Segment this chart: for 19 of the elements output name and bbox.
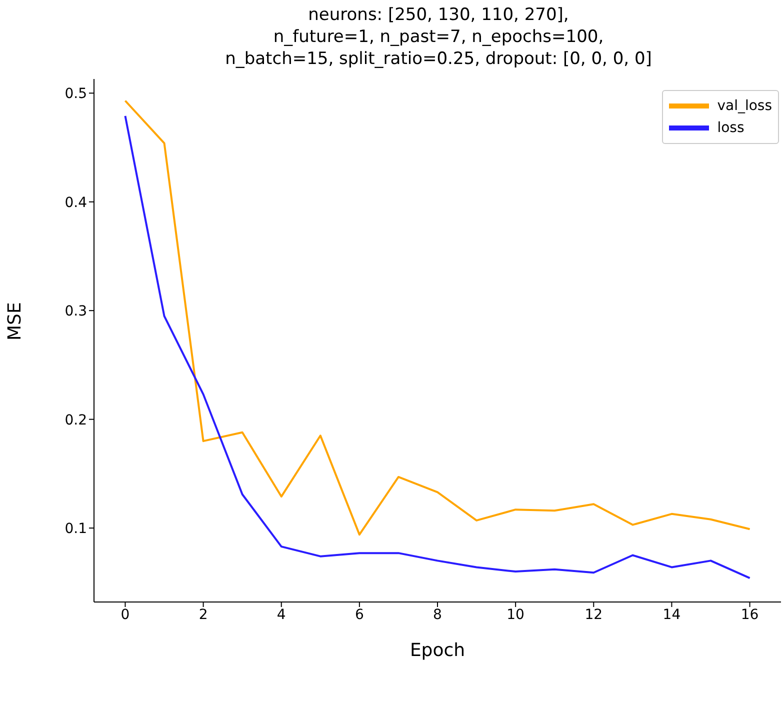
y-tick-label: 0.3	[64, 304, 87, 320]
x-tick-label: 16	[740, 606, 759, 623]
y-axis-title: MSE	[4, 302, 26, 340]
y-tick-label: 0.1	[64, 521, 87, 538]
x-axis-title: Epoch	[410, 640, 466, 661]
x-tick-label: 0	[120, 606, 130, 623]
legend-label: val_loss	[717, 98, 772, 114]
y-tick-label: 0.5	[64, 86, 87, 102]
x-tick-label: 4	[276, 606, 286, 623]
x-tick-label: 10	[506, 606, 524, 623]
x-tick-label: 8	[433, 606, 442, 623]
x-tick-label: 6	[354, 606, 364, 623]
x-tick-label: 14	[662, 606, 681, 623]
y-tick-label: 0.4	[64, 194, 88, 211]
x-tick-label: 2	[198, 606, 208, 623]
x-tick-label: 12	[584, 606, 603, 623]
y-tick-label: 0.2	[64, 412, 87, 428]
chart-title: neurons: [250, 130, 110, 270], n_future=1, n_past=7, n_epochs=100, n_batch=15, split_ratio=0.25, dropout: [0, 0, 0, 0]	[224, 4, 653, 70]
legend-label: loss	[717, 120, 744, 136]
